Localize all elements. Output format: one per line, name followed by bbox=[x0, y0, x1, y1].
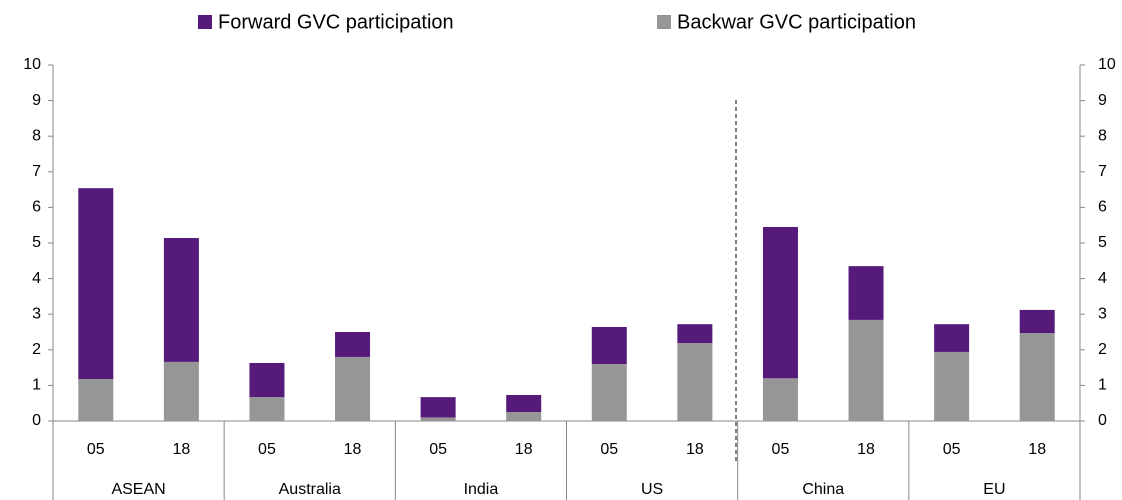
x-tick-label: 18 bbox=[172, 441, 190, 458]
bar-segment bbox=[762, 378, 798, 421]
x-tick-label: 05 bbox=[258, 441, 276, 458]
y-tick-label: 3 bbox=[32, 305, 41, 322]
group-label: US bbox=[641, 481, 663, 498]
bar-segment bbox=[420, 417, 456, 421]
bar-segment bbox=[163, 361, 199, 421]
bar-segment bbox=[934, 351, 970, 421]
y2-tick-label: 5 bbox=[1098, 234, 1107, 251]
bar-segment bbox=[591, 364, 627, 421]
y2-tick-label: 9 bbox=[1098, 92, 1107, 109]
bar-segment bbox=[677, 324, 713, 344]
x-tick-label: 05 bbox=[429, 441, 447, 458]
group-label: EU bbox=[983, 481, 1005, 498]
x-tick-label: 18 bbox=[686, 441, 704, 458]
y-tick-label: 10 bbox=[23, 56, 41, 73]
y2-tick-label: 1 bbox=[1098, 377, 1107, 394]
y2-tick-label: 8 bbox=[1098, 127, 1107, 144]
bar-segment bbox=[249, 397, 285, 421]
y2-tick-label: 4 bbox=[1098, 270, 1107, 287]
bar-segment bbox=[591, 327, 627, 365]
x-tick-label: 05 bbox=[87, 441, 105, 458]
y2-tick-label: 10 bbox=[1098, 56, 1116, 73]
bar-segment bbox=[762, 226, 798, 379]
y-tick-label: 4 bbox=[32, 270, 41, 287]
bar-segment bbox=[78, 188, 114, 379]
y2-tick-label: 2 bbox=[1098, 341, 1107, 358]
bar-segment bbox=[848, 266, 884, 320]
x-tick-label: 18 bbox=[857, 441, 875, 458]
bar-segment bbox=[249, 362, 285, 398]
y-tick-label: 0 bbox=[32, 412, 41, 429]
y-tick-label: 5 bbox=[32, 234, 41, 251]
bar-segment bbox=[78, 378, 114, 421]
legend-swatch bbox=[198, 15, 212, 29]
bar-segment bbox=[335, 356, 371, 421]
group-label: ASEAN bbox=[111, 481, 165, 498]
bar-segment bbox=[934, 324, 970, 352]
y-tick-label: 2 bbox=[32, 341, 41, 358]
group-label: China bbox=[802, 481, 844, 498]
legend-swatch bbox=[657, 15, 671, 29]
x-tick-label: 18 bbox=[344, 441, 362, 458]
legend-label: Backwar GVC participation bbox=[677, 11, 916, 33]
legend-label: Forward GVC participation bbox=[218, 11, 454, 33]
bar-segment bbox=[677, 343, 713, 421]
x-tick-label: 05 bbox=[600, 441, 618, 458]
x-tick-label: 05 bbox=[943, 441, 961, 458]
x-tick-label: 18 bbox=[1028, 441, 1046, 458]
bar-segment bbox=[506, 412, 542, 421]
y-tick-label: 7 bbox=[32, 163, 41, 180]
y-tick-label: 9 bbox=[32, 92, 41, 109]
y2-tick-label: 7 bbox=[1098, 163, 1107, 180]
group-label: India bbox=[464, 481, 499, 498]
bar-segment bbox=[506, 395, 542, 413]
y2-tick-label: 3 bbox=[1098, 305, 1107, 322]
y2-tick-label: 6 bbox=[1098, 199, 1107, 216]
bar-segment bbox=[163, 238, 199, 362]
bar-segment bbox=[420, 397, 456, 418]
y2-tick-label: 0 bbox=[1098, 412, 1107, 429]
x-tick-label: 05 bbox=[772, 441, 790, 458]
bar-segment bbox=[1019, 333, 1055, 421]
y-tick-label: 1 bbox=[32, 377, 41, 394]
bar-segment bbox=[335, 332, 371, 357]
y-tick-label: 8 bbox=[32, 127, 41, 144]
bar-segment bbox=[1019, 309, 1055, 334]
y-tick-label: 6 bbox=[32, 199, 41, 216]
x-tick-label: 18 bbox=[515, 441, 533, 458]
bar-segment bbox=[848, 319, 884, 421]
group-label: Australia bbox=[279, 481, 341, 498]
